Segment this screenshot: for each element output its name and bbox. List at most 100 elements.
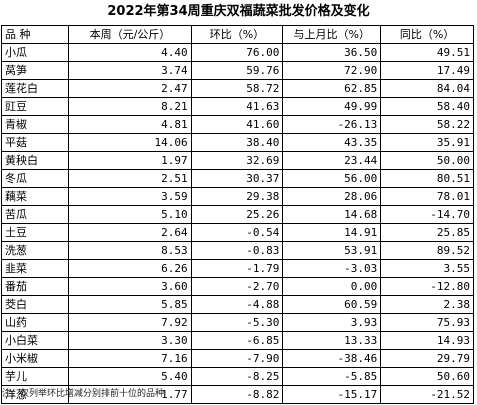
price-table: 品 种 本周（元/公斤） 环比（%） 与上月比（%） 同比（%） 小瓜 4.40 7… [0,25,474,404]
year-change-cell: 14.93 [380,331,474,350]
variety-cell: 茭白 [0,295,70,314]
week-change-cell: -5.30 [190,313,284,332]
price-cell: 3.74 [68,61,192,80]
price-cell: 4.40 [68,43,192,62]
price-cell: 2.51 [68,169,192,188]
table-row: 黄秧白 1.97 32.69 23.44 50.00 [0,151,474,170]
year-change-cell: 50.60 [380,367,474,386]
week-change-cell: 58.72 [190,79,284,98]
month-change-cell: 13.33 [282,331,382,350]
week-change-cell: -2.70 [190,277,284,296]
month-change-cell: 14.68 [282,205,382,224]
price-cell: 1.77 [68,385,192,404]
year-change-cell: 78.01 [380,187,474,206]
price-cell: 4.81 [68,115,192,134]
month-change-cell: 28.06 [282,187,382,206]
month-change-cell: -5.85 [282,367,382,386]
year-change-cell: -12.80 [380,277,474,296]
variety-cell: 黄秧白 [0,151,70,170]
week-change-cell: -6.85 [190,331,284,350]
table-row: 茭白 5.85 -4.88 60.59 2.38 [0,295,474,314]
table-row: 山药 7.92 -5.30 3.93 75.93 [0,313,474,332]
month-change-cell: 23.44 [282,151,382,170]
price-cell: 5.10 [68,205,192,224]
table-row: 小米椒 7.16 -7.90 -38.46 29.79 [0,349,474,368]
week-change-cell: 59.76 [190,61,284,80]
variety-cell: 青椒 [0,115,70,134]
variety-cell: 小瓜 [0,43,70,62]
table-row: 青椒 4.81 41.60 -26.13 58.22 [0,115,474,134]
month-change-cell: 60.59 [282,295,382,314]
table-row: 冬瓜 2.51 30.37 56.00 80.51 [0,169,474,188]
variety-cell: 藕菜 [0,187,70,206]
year-change-cell: 58.22 [380,115,474,134]
year-change-cell: -21.52 [380,385,474,404]
week-change-cell: -1.79 [190,259,284,278]
header-year-on-year: 同比（%） [380,25,474,44]
year-change-cell: 49.51 [380,43,474,62]
month-change-cell: -26.13 [282,115,382,134]
price-cell: 7.16 [68,349,192,368]
price-cell: 5.40 [68,367,192,386]
month-change-cell: 72.90 [282,61,382,80]
variety-cell: 冬瓜 [0,169,70,188]
week-change-cell: 32.69 [190,151,284,170]
table-title: 2022年第34周重庆双福蔬菜批发价格及变化 [107,4,370,19]
variety-cell: 山药 [0,313,70,332]
week-change-cell: -8.25 [190,367,284,386]
table-row: 豇豆 8.21 41.63 49.99 58.40 [0,97,474,116]
variety-cell: 韭菜 [0,259,70,278]
footnote: 注：仅列举环比增减分别排前十位的品种 [2,389,165,399]
variety-cell: 洋葱 [0,385,70,404]
table-row: 土豆 2.64 -0.54 14.91 25.85 [0,223,474,242]
week-change-cell: 30.37 [190,169,284,188]
table-row: 番茄 3.60 -2.70 0.00 -12.80 [0,277,474,296]
year-change-cell: 29.79 [380,349,474,368]
year-change-cell: -14.70 [380,205,474,224]
table-row: 小白菜 3.30 -6.85 13.33 14.93 [0,331,474,350]
week-change-cell: -0.54 [190,223,284,242]
price-cell: 7.92 [68,313,192,332]
table-row: 平菇 14.06 38.40 43.35 35.91 [0,133,474,152]
table-row: 莴笋 3.74 59.76 72.90 17.49 [0,61,474,80]
price-cell: 2.47 [68,79,192,98]
table-row: 韭菜 6.26 -1.79 -3.03 3.55 [0,259,474,278]
year-change-cell: 84.04 [380,79,474,98]
month-change-cell: 53.91 [282,241,382,260]
year-change-cell: 17.49 [380,61,474,80]
variety-cell: 土豆 [0,223,70,242]
month-change-cell: 43.35 [282,133,382,152]
table-row: 洋葱 1.77 -8.82 -15.17 -21.52 [0,385,474,404]
header-month-on-month: 与上月比（%） [282,25,382,44]
week-change-cell: 76.00 [190,43,284,62]
month-change-cell: 56.00 [282,169,382,188]
price-cell: 3.30 [68,331,192,350]
variety-cell: 番茄 [0,277,70,296]
year-change-cell: 75.93 [380,313,474,332]
year-change-cell: 80.51 [380,169,474,188]
month-change-cell: 14.91 [282,223,382,242]
year-change-cell: 25.85 [380,223,474,242]
variety-cell: 豇豆 [0,97,70,116]
variety-cell: 洗葱 [0,241,70,260]
header-variety: 品 种 [0,25,70,44]
table-row: 洗葱 8.53 -0.83 53.91 89.52 [0,241,474,260]
price-cell: 8.53 [68,241,192,260]
variety-cell: 莴笋 [0,61,70,80]
year-change-cell: 35.91 [380,133,474,152]
week-change-cell: 38.40 [190,133,284,152]
week-change-cell: -0.83 [190,241,284,260]
price-cell: 14.06 [68,133,192,152]
variety-cell: 小白菜 [0,331,70,350]
week-change-cell: -4.88 [190,295,284,314]
month-change-cell: -3.03 [282,259,382,278]
month-change-cell: 36.50 [282,43,382,62]
variety-cell: 小米椒 [0,349,70,368]
price-cell: 5.85 [68,295,192,314]
month-change-cell: -15.17 [282,385,382,404]
week-change-cell: -8.82 [190,385,284,404]
month-change-cell: 49.99 [282,97,382,116]
year-change-cell: 50.00 [380,151,474,170]
price-cell: 3.60 [68,277,192,296]
